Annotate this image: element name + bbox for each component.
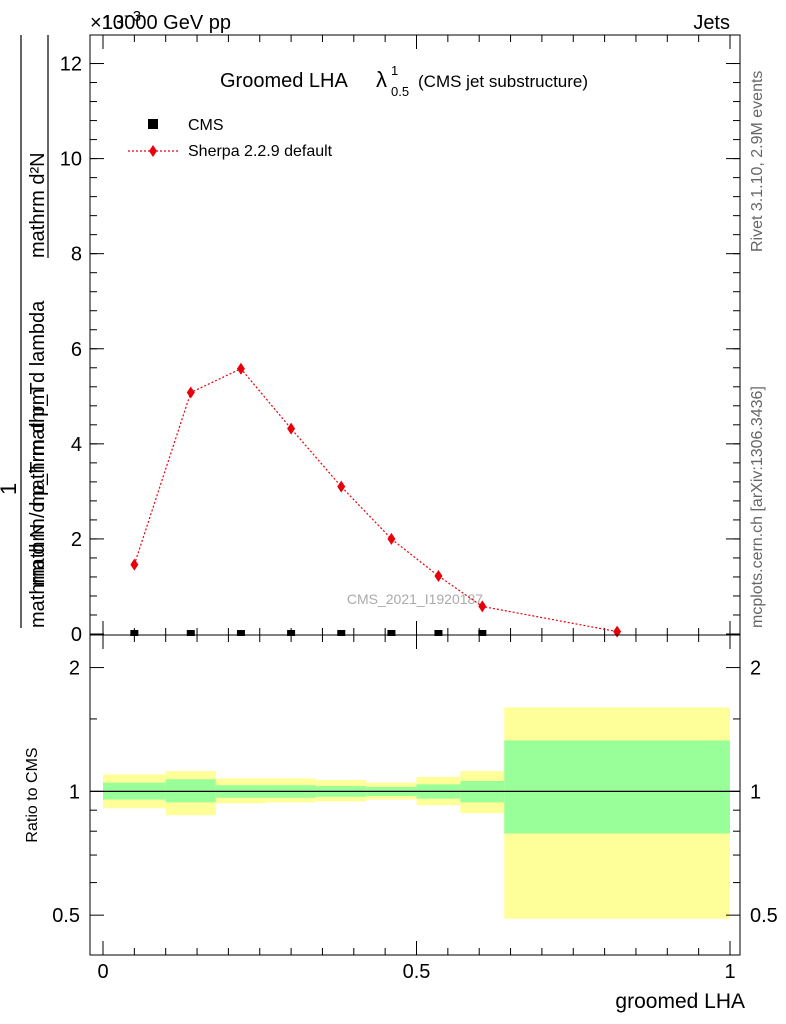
main-y-tick-label: 12 [60, 54, 82, 76]
ylabel-one: 1 [0, 483, 21, 495]
mcplots-label: mcplots.cern.ch [arXiv:1306.3436] [749, 386, 766, 628]
main-y-tick-label: 10 [60, 149, 82, 171]
ratio-y-tick-label-right: 1 [750, 781, 761, 803]
main-y-tick-label: 8 [71, 244, 82, 266]
ratio-x-axis: 0 0.5 1 [97, 635, 736, 983]
main-y-axis-label: mathrm d²N mathrm d p_T mathrm d lambda … [0, 35, 49, 628]
legend-cms-label: CMS [188, 117, 224, 134]
title-superscript: 1 [391, 63, 398, 78]
sherpa-point [287, 422, 296, 435]
cms-point [478, 630, 487, 636]
sherpa-point [337, 480, 346, 493]
main-y-tick-label: 0 [71, 624, 82, 646]
analysis-watermark: CMS_2021_I1920187 [347, 591, 483, 607]
ratio-frame [89, 634, 741, 956]
ylabel-upper: mathrm d p_T mathrm d lambda [27, 300, 49, 586]
ratio-y-tick-label: 0.5 [52, 905, 80, 927]
ratio-y-axis: 0.5 0.5 1 1 2 2 [52, 658, 778, 928]
ratio-x-tick-label: 1 [724, 961, 735, 983]
sherpa-point [478, 600, 487, 613]
ylabel-numerator: mathrm d²N [27, 152, 49, 258]
title-symbol: λ [376, 67, 387, 92]
ratio-y-label: Ratio to CMS [24, 747, 41, 842]
sherpa-point [613, 625, 622, 638]
ratio-y-tick-label-right: 2 [750, 658, 761, 680]
ratio-x-tick-label: 0.5 [403, 961, 431, 983]
cms-point [287, 630, 296, 636]
cms-point [236, 630, 245, 636]
main-panel: 0 2 4 6 8 10 12 CMS_2021_I1920187 Groomed LHA … [0, 34, 741, 646]
ylabel-lower: mathrm d N / mathrm d p_T [27, 382, 49, 628]
ratio-y-tick-label: 2 [69, 658, 80, 680]
main-y-tick-label: 2 [71, 529, 82, 551]
title-text: Groomed LHA [220, 70, 348, 92]
ratio-y-tick-label: 1 [69, 781, 80, 803]
ratio-bands [103, 707, 730, 919]
legend-sherpa-marker [149, 145, 157, 157]
cms-point [387, 630, 396, 636]
sherpa-point [186, 386, 195, 399]
cms-point [186, 630, 195, 636]
main-x-ticks [102, 35, 731, 635]
legend: CMS Sherpa 2.2.9 default [128, 117, 333, 160]
process-label: Jets [693, 12, 730, 34]
x-axis-label: groomed LHA [615, 990, 745, 1013]
cms-series [130, 630, 487, 636]
sherpa-point [434, 570, 443, 583]
main-y-tick-label: 4 [71, 434, 82, 456]
energy-label: 13000 GeV pp [102, 12, 231, 34]
title-subscript: 0.5 [391, 84, 409, 99]
sherpa-series [130, 362, 622, 638]
cms-point [434, 630, 443, 636]
rivet-version-label: Rivet 3.1.10, 2.9M events [749, 71, 766, 252]
exponent-label: ×10−3 [90, 8, 141, 34]
main-y-axis: 0 2 4 6 8 10 12 [60, 54, 740, 646]
sherpa-point [130, 558, 139, 571]
plot-title: Groomed LHA λ 1 0.5 (CMS jet substructur… [220, 63, 588, 99]
legend-cms-marker [148, 119, 158, 129]
ratio-panel: 0.5 0.51 12 2 0 0.5 1 Ratio to CMS groomed LH… [24, 634, 778, 1013]
sherpa-point [387, 532, 396, 545]
title-subtitle: (CMS jet substructure) [418, 72, 588, 91]
cms-point [337, 630, 346, 636]
ratio-x-tick-label: 0 [97, 961, 108, 983]
main-y-tick-label: 6 [71, 339, 82, 361]
sherpa-point [236, 362, 245, 375]
ratio-y-tick-label-right: 0.5 [750, 905, 778, 927]
cms-point [130, 630, 139, 636]
legend-sherpa-label: Sherpa 2.2.9 default [188, 143, 333, 160]
ratio-band-inner [504, 740, 730, 834]
